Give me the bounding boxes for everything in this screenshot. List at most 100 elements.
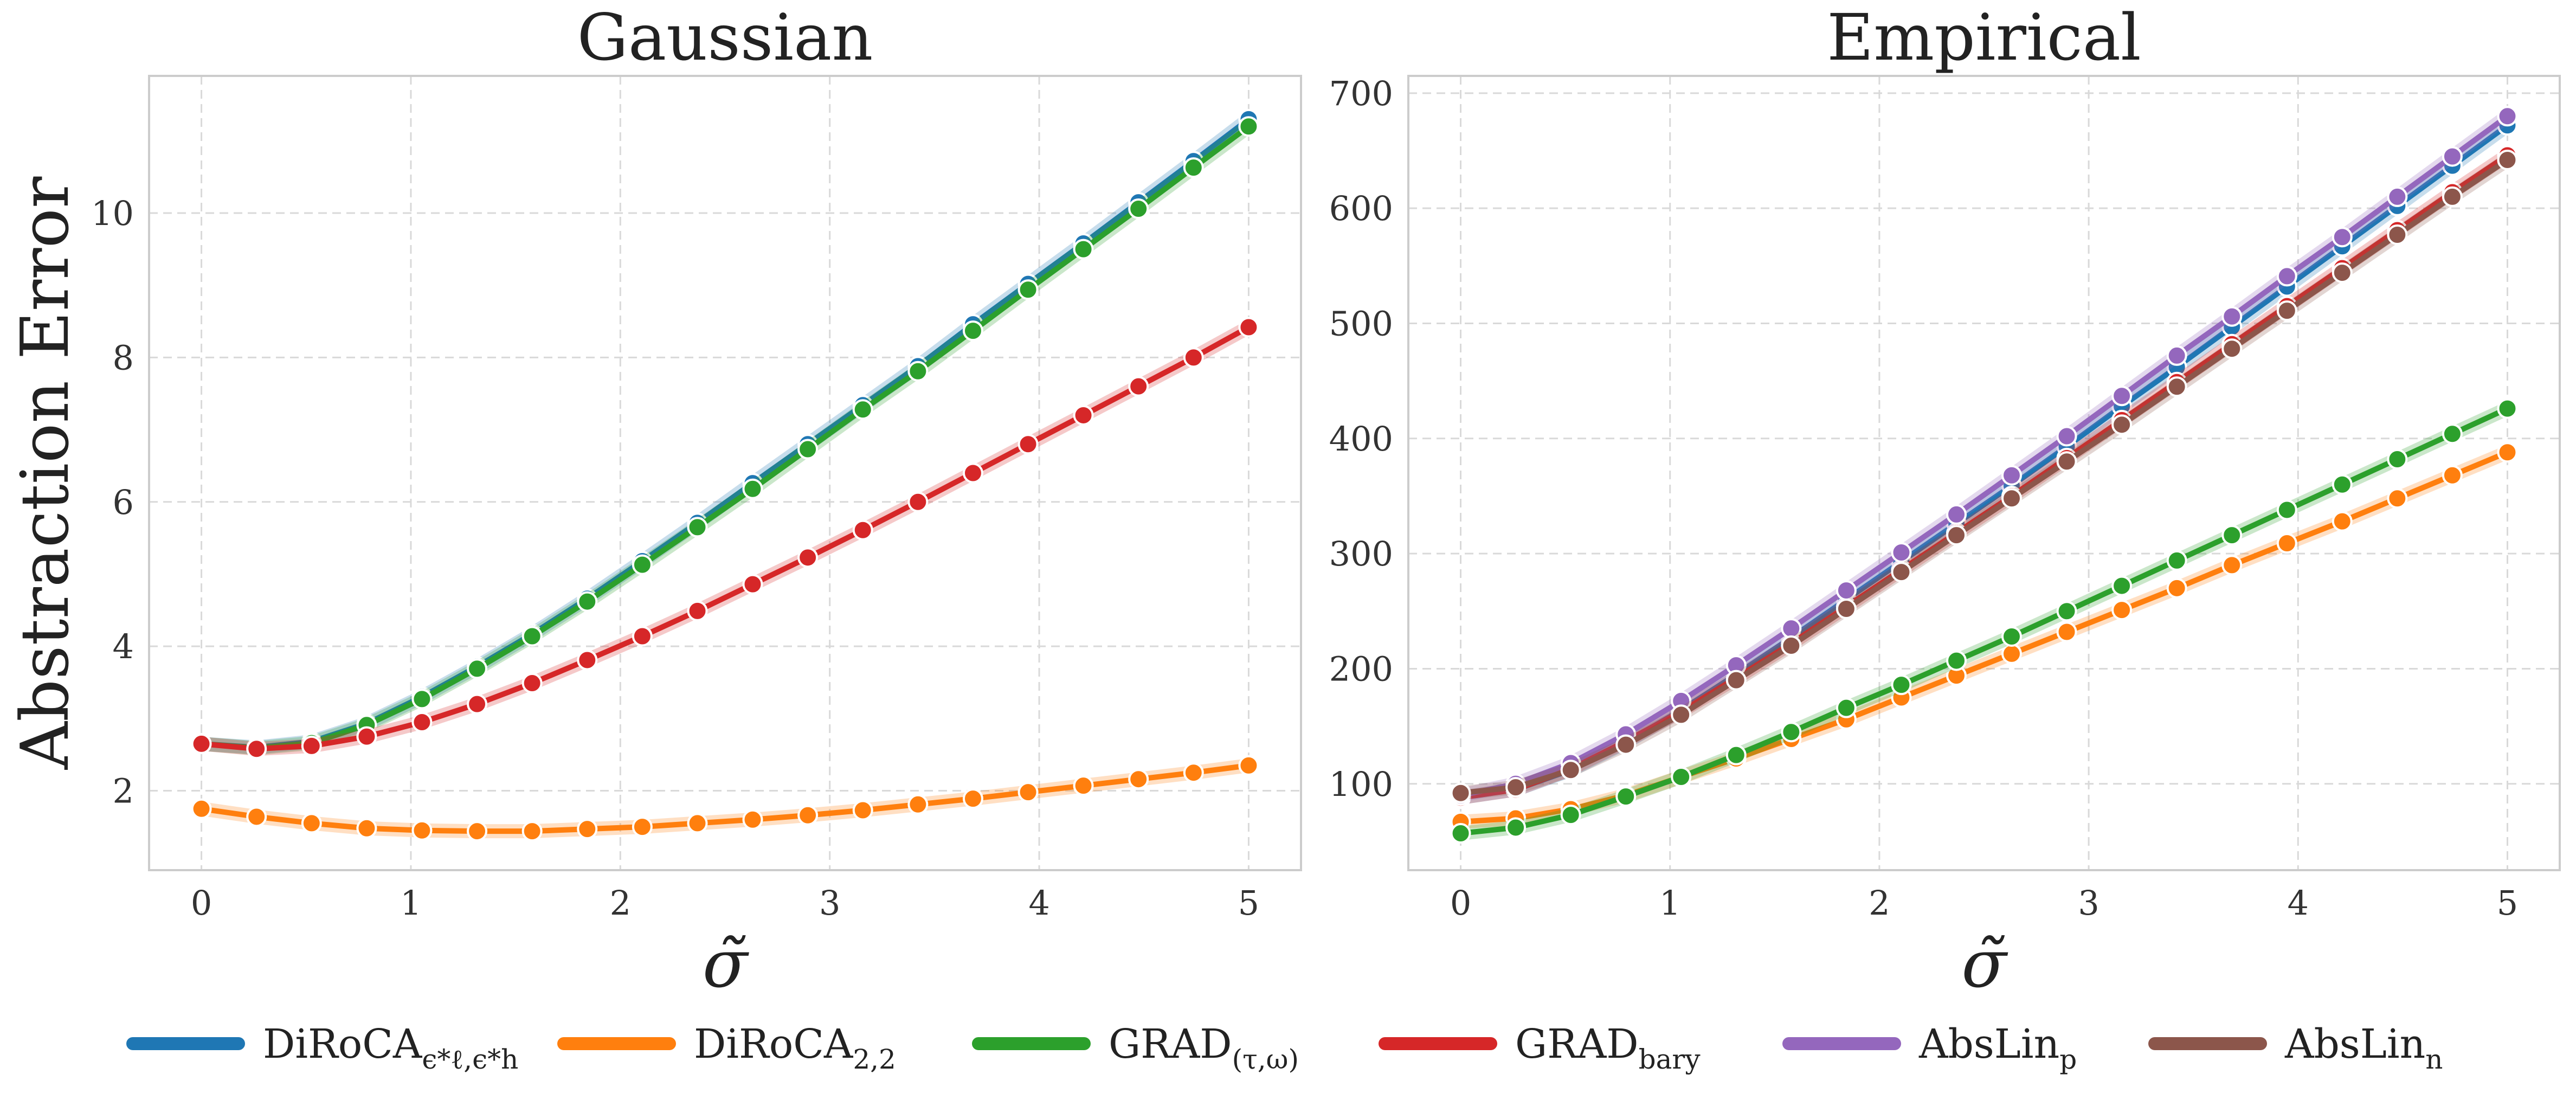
empirical-series-abslin-n [1450, 149, 2518, 803]
data-point [1450, 823, 1471, 844]
data-point [2387, 186, 2408, 207]
data-point [2387, 488, 2408, 509]
data-point [962, 788, 983, 809]
gaussian-x-axis-label: σ̃ [703, 925, 750, 1002]
empirical-y-tick-label: 400 [1329, 419, 1393, 459]
data-point [1560, 760, 1581, 781]
data-point [1017, 434, 1039, 455]
data-point [852, 519, 873, 541]
data-point [2221, 306, 2243, 327]
empirical-x-tick-label: 1 [1659, 883, 1680, 923]
data-point [2332, 474, 2353, 495]
data-point [2166, 577, 2187, 599]
gaussian-y-tick-label: 4 [113, 627, 134, 666]
data-point [467, 658, 488, 679]
data-point [2497, 442, 2518, 463]
gaussian-series-diroca-22 [191, 755, 1259, 842]
data-point [1781, 722, 1802, 743]
data-point [1725, 744, 1747, 766]
data-point [2166, 345, 2187, 366]
data-point [742, 809, 763, 830]
data-point [1017, 782, 1039, 803]
legend-item: AbsLinn [2148, 1021, 2443, 1075]
data-point [1183, 347, 1204, 368]
data-point [521, 673, 543, 694]
gaussian-panel: 0 1 2 3 4 5 2 4 6 8 10 Gaussian σ̃ Abstraction Error [7, 0, 1302, 1002]
data-point [907, 361, 929, 382]
data-point [797, 805, 819, 826]
data-point [2497, 106, 2518, 127]
data-point [246, 738, 267, 760]
data-point [962, 462, 983, 484]
data-point [1128, 376, 1149, 397]
data-point [521, 626, 543, 647]
data-point [467, 693, 488, 715]
data-point [2001, 488, 2022, 509]
empirical-panel: 0 1 2 3 4 5 100 200 300 400 500 600 700 Empirical σ̃ [1329, 0, 2561, 1002]
data-point [411, 689, 433, 710]
data-point [301, 735, 322, 756]
legend-item: AbsLinp [1782, 1021, 2077, 1075]
empirical-y-tick-label: 600 [1329, 189, 1393, 228]
data-point [2001, 626, 2022, 647]
empirical-x-axis-label: σ̃ [1961, 925, 2008, 1002]
data-point [962, 320, 983, 342]
gaussian-series-grad-bary [191, 317, 1259, 760]
gaussian-x-tick-label: 5 [1238, 883, 1259, 923]
data-point [907, 794, 929, 815]
data-point [852, 800, 873, 821]
data-point [1615, 734, 1637, 755]
data-point [1238, 116, 1259, 137]
data-point [1836, 697, 1857, 718]
empirical-series-grad-tau-omega [1450, 398, 2518, 844]
gaussian-x-tick-label: 3 [819, 883, 840, 923]
data-point [1017, 279, 1039, 300]
gaussian-y-tick-label: 2 [113, 771, 134, 811]
data-point [2276, 499, 2297, 520]
legend-subscript: p [2059, 1044, 2077, 1075]
data-point [1946, 650, 1967, 671]
data-point [1238, 755, 1259, 776]
legend: DiRoCAϵ*ℓ,ϵ*h DiRoCA2,2 GRAD(τ,ω) GRADbary A… [126, 1021, 2443, 1075]
series-band [1453, 401, 2515, 841]
legend-subscript: ϵ*ℓ,ϵ*h [422, 1044, 518, 1075]
series-line [198, 324, 1252, 752]
gaussian-y-axis-label: Abstraction Error [7, 176, 83, 770]
gaussian-title: Gaussian [577, 0, 873, 75]
gaussian-x-tick-label: 0 [191, 883, 212, 923]
gaussian-series-diroca-eps [191, 108, 1259, 758]
data-point [1505, 777, 1527, 798]
data-point [356, 726, 377, 747]
data-point [411, 711, 433, 732]
data-point [1073, 404, 1094, 426]
data-point [797, 547, 819, 568]
series-line [1458, 157, 2510, 796]
legend-label: GRAD(τ,ω) [1109, 1021, 1299, 1075]
data-point [687, 600, 708, 621]
data-point [1725, 670, 1747, 691]
data-point [2332, 262, 2353, 284]
legend-label: AbsLinn [2284, 1021, 2443, 1075]
series-line [198, 124, 1252, 751]
data-point [1073, 775, 1094, 796]
empirical-y-tick-label: 100 [1329, 764, 1393, 804]
empirical-x-tick-label: 4 [2288, 883, 2309, 923]
legend-item: DiRoCA2,2 [557, 1021, 896, 1075]
data-point [1128, 769, 1149, 790]
data-point [2221, 338, 2243, 359]
empirical-x-tick-label: 5 [2497, 883, 2518, 923]
data-point [2001, 465, 2022, 486]
data-point [2221, 525, 2243, 546]
data-point [1946, 504, 1967, 525]
data-point [632, 816, 653, 838]
data-point [742, 478, 763, 499]
data-point [2056, 601, 2077, 622]
empirical-y-tick-label: 500 [1329, 304, 1393, 343]
data-point [411, 820, 433, 841]
data-point [1450, 782, 1471, 803]
data-point [2276, 533, 2297, 554]
data-point [852, 399, 873, 420]
legend-label: DiRoCAϵ*ℓ,ϵ*h [263, 1021, 518, 1075]
data-point [632, 626, 653, 647]
series-band [194, 119, 1256, 755]
